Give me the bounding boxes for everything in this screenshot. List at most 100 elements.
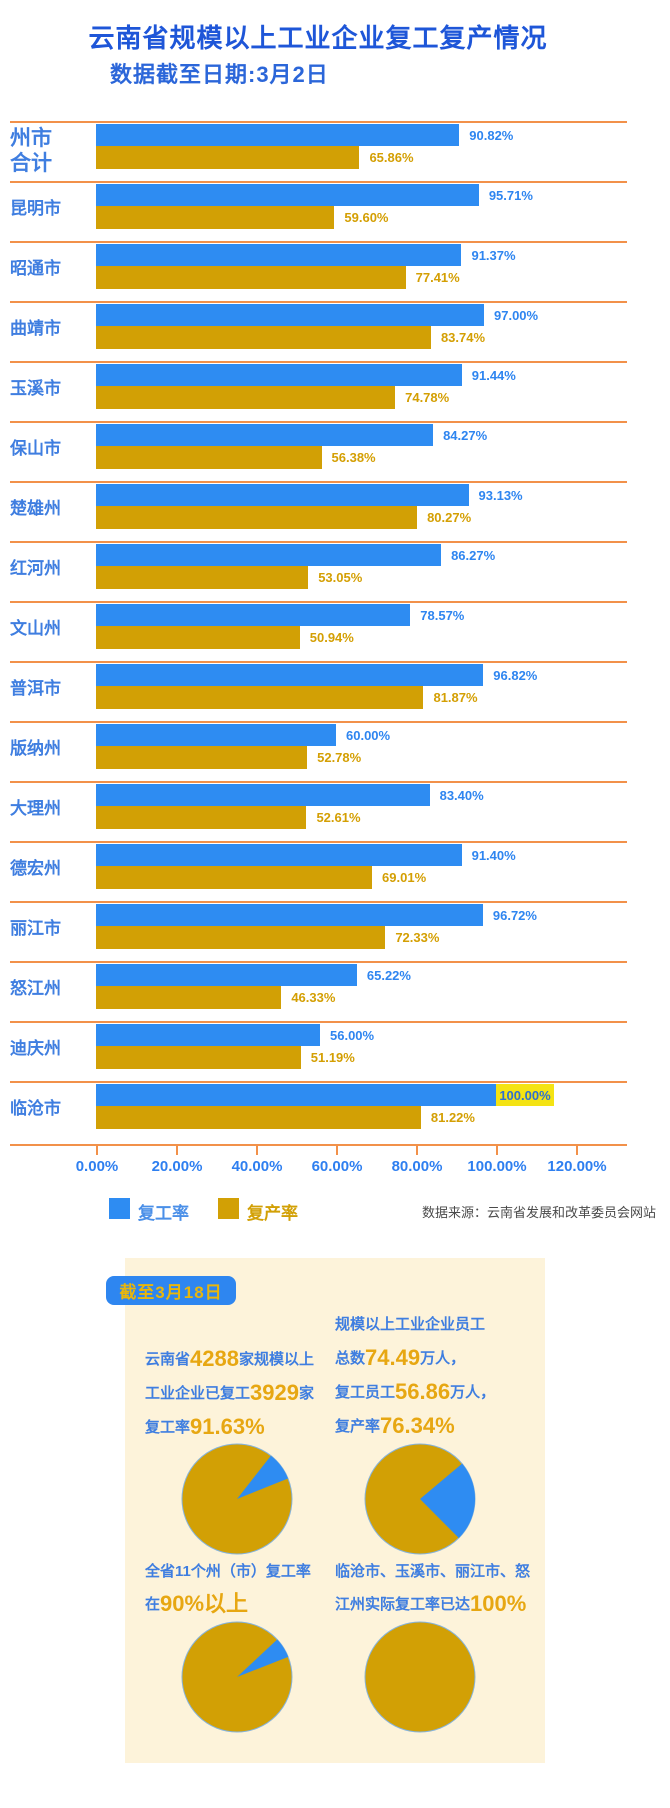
axis-tick-label: 80.00% <box>391 1158 443 1175</box>
pie-chart-employees <box>364 1442 476 1556</box>
axis-tick <box>576 1146 578 1155</box>
axis-tick-label: 120.00% <box>547 1158 607 1175</box>
resumption-rate-bar: 65.86% <box>96 146 414 169</box>
bar-fill <box>96 124 460 146</box>
bar-fill <box>96 266 406 289</box>
bar-fill <box>96 364 462 386</box>
row-separator-line <box>10 421 627 423</box>
rework-rate-bar: 65.22% <box>96 964 411 986</box>
stat-text: 万人， <box>420 1350 466 1367</box>
stat-text: 江州实际复工率已达 <box>335 1596 471 1613</box>
x-axis-line <box>10 1144 627 1146</box>
bar-fill <box>96 1024 320 1046</box>
chart-row: 州市 合计 90.82% 65.86% <box>0 121 670 181</box>
rework-rate-value: 95.71% <box>488 187 533 203</box>
row-separator-line <box>10 1021 627 1023</box>
resumption-rate-value: 69.01% <box>382 870 427 885</box>
axis-tick <box>176 1146 178 1155</box>
pie-chart-prefectures <box>181 1620 293 1734</box>
bar-fill <box>96 604 411 626</box>
chart-row: 昆明市 95.71% 59.60% <box>0 181 670 241</box>
stat-text: 复工率 <box>145 1419 191 1436</box>
category-label: 保山市 <box>10 439 61 458</box>
stat-number: 91.63% <box>190 1414 265 1439</box>
row-separator-line <box>10 961 627 963</box>
bar-fill <box>96 146 360 169</box>
resumption-rate-bar: 53.05% <box>96 566 362 589</box>
resumption-rate-value: 74.78% <box>405 390 450 405</box>
bar-fill <box>96 304 484 326</box>
rework-rate-value: 91.40% <box>471 847 516 863</box>
stat-number: 90%以上 <box>160 1591 249 1616</box>
rework-rate-bar: 96.82% <box>96 664 537 686</box>
summary-panel: 截至3月18日 云南省4288家规模以上 工业企业已复工3929家 复工率91.63… <box>106 1258 545 1763</box>
category-label: 大理州 <box>10 799 61 818</box>
resumption-rate-bar: 74.78% <box>96 386 449 409</box>
category-label: 丽江市 <box>10 919 61 938</box>
chart-row: 保山市 84.27% 56.38% <box>0 421 670 481</box>
rework-rate-bar: 91.40% <box>96 844 516 866</box>
rework-rate-value: 60.00% <box>346 727 391 743</box>
row-separator-line <box>10 721 627 723</box>
bar-fill <box>96 664 484 686</box>
pie-chart-enterprises <box>181 1442 293 1556</box>
chart-row: 普洱市 96.82% 81.87% <box>0 661 670 721</box>
stat-number: 3929 <box>250 1380 299 1405</box>
bar-fill <box>96 686 424 709</box>
pie-chart-full-rework <box>364 1620 476 1734</box>
stat-line: 复工率91.63% <box>145 1410 314 1444</box>
category-label: 红河州 <box>10 559 61 578</box>
bar-fill <box>96 866 373 889</box>
row-separator-line <box>10 841 627 843</box>
legend-label-rework: 复工率 <box>138 1204 189 1223</box>
bar-fill <box>96 746 308 769</box>
rework-rate-bar: 100.00% <box>96 1084 554 1106</box>
chart-row: 迪庆州 56.00% 51.19% <box>0 1021 670 1081</box>
stat-block-prefectures: 全省11个州（市）复工率 在90%以上 <box>145 1556 311 1621</box>
rework-rate-bar: 95.71% <box>96 184 533 206</box>
bar-fill <box>96 784 430 806</box>
row-separator-line <box>10 361 627 363</box>
chart-row: 楚雄州 93.13% 80.27% <box>0 481 670 541</box>
rework-rate-value: 91.37% <box>471 247 516 263</box>
stat-text: 规模以上工业企业员工 <box>335 1316 486 1333</box>
resumption-rate-value: 72.33% <box>395 930 440 945</box>
bar-chart: 州市 合计 90.82% 65.86% 昆明市 95.71% 59.60% 昭通市 91.37… <box>0 121 670 1141</box>
axis-tick <box>496 1146 498 1155</box>
stat-number: 100% <box>470 1591 527 1616</box>
bar-fill <box>96 326 431 349</box>
bar-fill <box>96 544 442 566</box>
stat-block-enterprises: 云南省4288家规模以上 工业企业已复工3929家 复工率91.63% <box>145 1342 314 1444</box>
rework-rate-bar: 60.00% <box>96 724 390 746</box>
bar-fill <box>96 506 418 529</box>
chart-row: 版纳州 60.00% 52.78% <box>0 721 670 781</box>
row-separator-line <box>10 601 627 603</box>
bar-fill <box>96 926 386 949</box>
resumption-rate-value: 77.41% <box>415 270 460 285</box>
stat-line: 江州实际复工率已达100% <box>335 1588 530 1621</box>
stat-line: 规模以上工业企业员工 <box>335 1308 495 1341</box>
stat-text: 云南省 <box>145 1351 191 1368</box>
rework-rate-bar: 91.37% <box>96 244 516 266</box>
legend-swatch-resumption <box>218 1198 239 1219</box>
resumption-rate-bar: 51.19% <box>96 1046 355 1069</box>
resumption-rate-bar: 50.94% <box>96 626 354 649</box>
chart-row: 德宏州 91.40% 69.01% <box>0 841 670 901</box>
category-label: 昆明市 <box>10 199 61 218</box>
category-label: 版纳州 <box>10 739 61 758</box>
stat-text: 家 <box>298 1385 314 1402</box>
category-label: 玉溪市 <box>10 379 61 398</box>
row-separator-line <box>10 301 627 303</box>
stat-number: 74.49 <box>365 1345 421 1370</box>
chart-row: 玉溪市 91.44% 74.78% <box>0 361 670 421</box>
resumption-rate-bar: 52.61% <box>96 806 361 829</box>
legend-swatch-rework <box>109 1198 130 1219</box>
resumption-rate-value: 80.27% <box>427 510 472 525</box>
row-separator-line <box>10 781 627 783</box>
category-label: 临沧市 <box>10 1099 61 1118</box>
resumption-rate-value: 53.05% <box>318 570 363 585</box>
chart-row: 大理州 83.40% 52.61% <box>0 781 670 841</box>
row-separator-line <box>10 481 627 483</box>
rework-rate-value: 78.57% <box>420 607 465 623</box>
category-label: 文山州 <box>10 619 61 638</box>
